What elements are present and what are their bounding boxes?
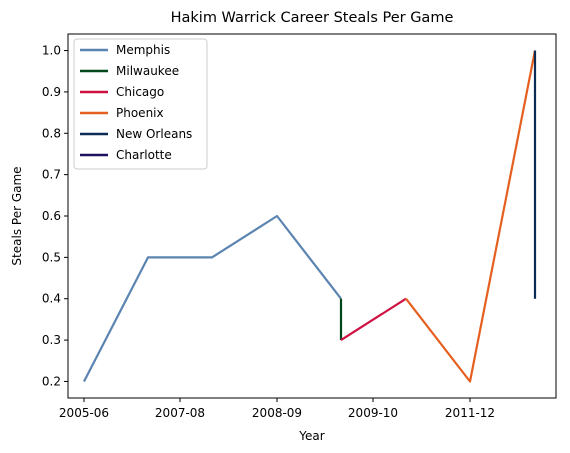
- series-line-memphis: [83, 214, 342, 383]
- series-line-chicago: [340, 297, 407, 342]
- legend-label: Memphis: [116, 43, 170, 57]
- legend-label: New Orleans: [116, 127, 192, 141]
- x-tick-label: 2009-10: [348, 406, 398, 420]
- y-tick-label: 0.4: [42, 292, 61, 306]
- chart-title: Hakim Warrick Career Steals Per Game: [171, 10, 454, 26]
- x-axis-label: Year: [298, 429, 324, 443]
- y-tick-label: 1.0: [42, 44, 61, 58]
- legend-label: Milwaukee: [116, 64, 179, 78]
- legend: Memphis Milwaukee Chicago Phoenix New Orlean…: [73, 38, 208, 170]
- y-tick-label: 0.9: [42, 85, 61, 99]
- series-lines: [83, 50, 537, 383]
- y-tick-label: 0.5: [42, 250, 61, 264]
- x-tick-label: 2011-12: [445, 406, 495, 420]
- x-axis: 2005-06 2007-08 2008-09 2009-10 2011-12: [59, 398, 495, 420]
- y-tick-label: 0.8: [42, 126, 61, 140]
- y-tick-label: 0.3: [42, 333, 61, 347]
- y-tick-label: 0.2: [42, 374, 61, 388]
- y-tick-label: 0.6: [42, 209, 61, 223]
- x-tick-label: 2005-06: [59, 406, 109, 420]
- x-tick-label: 2007-08: [155, 406, 205, 420]
- legend-label: Chicago: [116, 85, 164, 99]
- y-axis-label: Steals Per Game: [10, 166, 24, 265]
- series-line-phoenix: [405, 50, 537, 383]
- y-axis: 0.2 0.3 0.4 0.5 0.6 0.7 0.8 0.9 1.0: [42, 44, 68, 388]
- legend-label: Charlotte: [116, 148, 172, 162]
- y-tick-label: 0.7: [42, 168, 61, 182]
- x-tick-label: 2008-09: [252, 406, 302, 420]
- legend-label: Phoenix: [116, 106, 164, 120]
